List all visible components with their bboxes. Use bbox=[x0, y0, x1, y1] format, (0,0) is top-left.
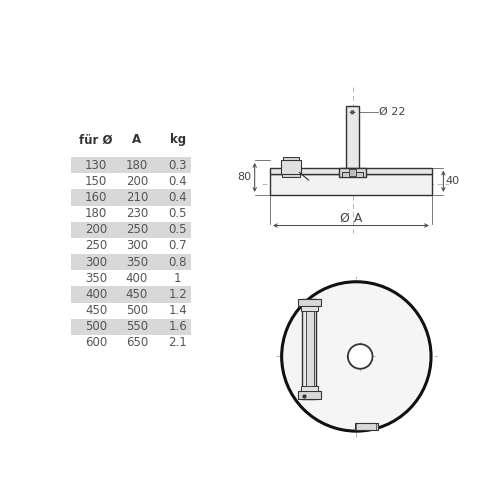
Text: 250: 250 bbox=[85, 240, 107, 252]
Bar bbox=[112, 286, 152, 302]
Text: 350: 350 bbox=[126, 256, 148, 268]
Text: kg: kg bbox=[170, 133, 186, 146]
Text: 300: 300 bbox=[85, 256, 107, 268]
Circle shape bbox=[348, 344, 372, 369]
Text: 150: 150 bbox=[85, 175, 107, 188]
Text: 0.4: 0.4 bbox=[168, 191, 187, 204]
Text: 1.2: 1.2 bbox=[168, 288, 187, 301]
Text: 500: 500 bbox=[126, 304, 148, 317]
Text: 0.5: 0.5 bbox=[168, 207, 187, 220]
Text: für Ø: für Ø bbox=[80, 133, 113, 146]
Bar bbox=[152, 157, 191, 173]
Bar bbox=[281, 160, 301, 174]
Bar bbox=[112, 318, 152, 335]
Text: 450: 450 bbox=[126, 288, 148, 301]
Bar bbox=[338, 168, 366, 177]
Bar bbox=[72, 254, 112, 270]
Bar bbox=[72, 222, 112, 238]
Bar bbox=[283, 157, 300, 160]
Text: 2.1: 2.1 bbox=[168, 336, 187, 349]
Text: 500: 500 bbox=[85, 320, 107, 334]
Bar bbox=[355, 422, 378, 430]
Text: 600: 600 bbox=[85, 336, 107, 349]
Bar bbox=[350, 168, 356, 176]
Text: 400: 400 bbox=[126, 272, 148, 285]
Bar bbox=[72, 286, 112, 302]
Bar bbox=[302, 298, 316, 399]
Text: 40: 40 bbox=[446, 176, 460, 186]
Text: 130: 130 bbox=[85, 158, 107, 172]
Bar bbox=[301, 386, 318, 391]
Text: Ø A: Ø A bbox=[340, 212, 362, 225]
Bar bbox=[152, 286, 191, 302]
Bar bbox=[72, 157, 112, 173]
Text: 0.4: 0.4 bbox=[168, 175, 187, 188]
Text: 650: 650 bbox=[126, 336, 148, 349]
Text: 550: 550 bbox=[126, 320, 148, 334]
Bar bbox=[346, 106, 358, 168]
Text: 0.5: 0.5 bbox=[168, 224, 187, 236]
Bar bbox=[306, 311, 314, 386]
Text: 400: 400 bbox=[85, 288, 107, 301]
Text: 200: 200 bbox=[126, 175, 148, 188]
Text: 180: 180 bbox=[85, 207, 107, 220]
Bar bbox=[152, 254, 191, 270]
Bar bbox=[152, 190, 191, 206]
Bar bbox=[112, 190, 152, 206]
Bar bbox=[342, 172, 363, 177]
Bar bbox=[72, 190, 112, 206]
Text: 200: 200 bbox=[85, 224, 107, 236]
Text: 180: 180 bbox=[126, 158, 148, 172]
Bar bbox=[298, 391, 321, 399]
Text: 0.3: 0.3 bbox=[168, 158, 187, 172]
Bar bbox=[112, 254, 152, 270]
Text: 210: 210 bbox=[126, 191, 148, 204]
Bar bbox=[112, 222, 152, 238]
Text: 1.6: 1.6 bbox=[168, 320, 187, 334]
Bar bbox=[112, 157, 152, 173]
Text: 0.7: 0.7 bbox=[168, 240, 187, 252]
Text: 350: 350 bbox=[85, 272, 107, 285]
Bar bbox=[270, 168, 432, 174]
Bar bbox=[152, 318, 191, 335]
Bar bbox=[301, 306, 318, 311]
Text: 250: 250 bbox=[126, 224, 148, 236]
Text: 160: 160 bbox=[85, 191, 108, 204]
Bar bbox=[152, 222, 191, 238]
Bar bbox=[270, 174, 432, 195]
Bar bbox=[282, 174, 300, 177]
Circle shape bbox=[282, 282, 431, 431]
Text: 1: 1 bbox=[174, 272, 182, 285]
Text: 80: 80 bbox=[238, 172, 252, 182]
Text: 0.8: 0.8 bbox=[168, 256, 187, 268]
Bar bbox=[72, 318, 112, 335]
Text: 300: 300 bbox=[126, 240, 148, 252]
Text: 1.4: 1.4 bbox=[168, 304, 187, 317]
Text: 230: 230 bbox=[126, 207, 148, 220]
Text: Ø 22: Ø 22 bbox=[380, 106, 406, 117]
Text: 450: 450 bbox=[85, 304, 107, 317]
Text: A: A bbox=[132, 133, 141, 146]
Bar bbox=[298, 298, 321, 306]
